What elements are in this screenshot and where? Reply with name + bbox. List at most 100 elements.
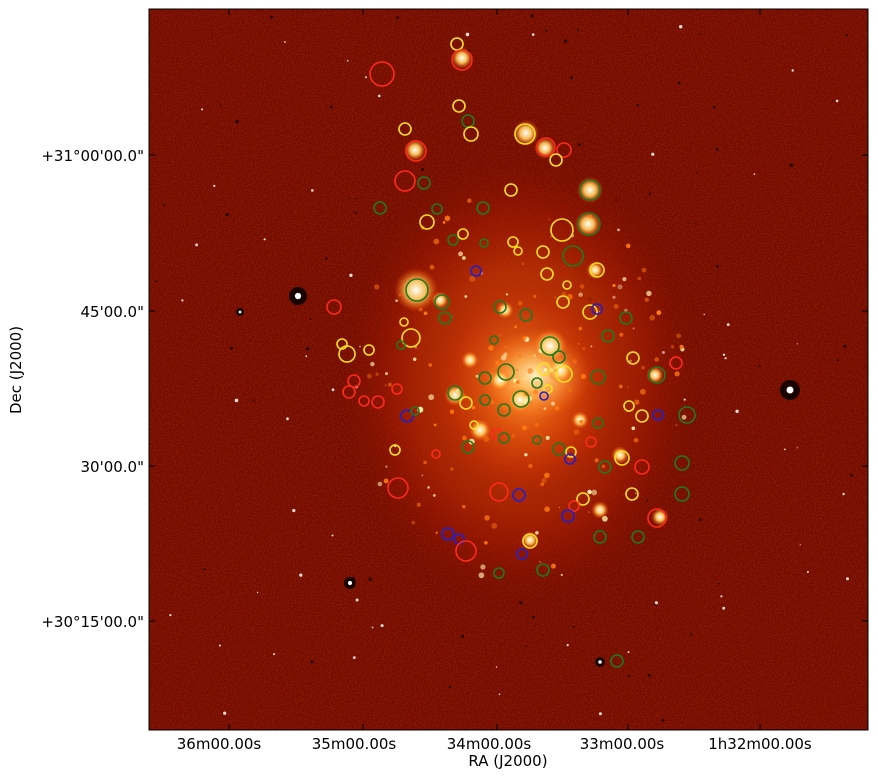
hii-speck bbox=[674, 371, 680, 377]
field-star bbox=[305, 355, 308, 358]
hii-speck bbox=[511, 434, 515, 438]
hii-speck bbox=[670, 345, 675, 349]
hii-speck bbox=[413, 357, 417, 361]
field-star bbox=[310, 660, 314, 664]
region-marker-circle bbox=[476, 201, 490, 215]
hii-speck bbox=[495, 360, 500, 365]
field-star bbox=[578, 143, 581, 146]
region-marker-circle bbox=[489, 482, 509, 502]
region-marker-circle bbox=[470, 265, 482, 277]
region-marker-circle bbox=[540, 336, 560, 356]
hii-speck bbox=[385, 372, 388, 376]
region-marker-circle bbox=[536, 563, 550, 577]
field-star bbox=[525, 645, 527, 648]
hii-speck bbox=[375, 372, 379, 376]
region-marker-circle bbox=[532, 435, 542, 445]
region-marker-circle bbox=[577, 212, 601, 236]
region-marker-circle bbox=[648, 366, 666, 384]
region-marker-circle bbox=[522, 533, 538, 549]
region-marker-circle bbox=[461, 440, 475, 454]
hii-speck bbox=[568, 388, 572, 393]
field-star bbox=[354, 211, 357, 214]
region-marker-circle bbox=[647, 508, 667, 528]
field-star bbox=[563, 39, 568, 43]
region-marker-circle bbox=[513, 246, 523, 256]
hii-speck bbox=[554, 405, 560, 411]
hii-speck bbox=[524, 453, 528, 457]
hii-speck bbox=[433, 423, 437, 427]
region-marker-circle bbox=[593, 530, 607, 544]
hii-speck bbox=[385, 465, 388, 468]
region-marker-circle bbox=[463, 126, 479, 142]
field-star bbox=[223, 711, 227, 715]
hii-speck bbox=[541, 477, 547, 483]
region-marker-circle bbox=[512, 488, 526, 502]
region-marker-circle bbox=[419, 214, 435, 230]
hii-speck bbox=[524, 396, 527, 399]
hii-speck bbox=[578, 292, 583, 297]
hii-speck bbox=[534, 422, 539, 427]
region-marker-circle bbox=[410, 406, 420, 416]
hii-speck bbox=[617, 284, 623, 290]
hii-speck bbox=[522, 335, 527, 341]
hii-speck bbox=[626, 386, 629, 389]
hii-speck bbox=[641, 267, 647, 273]
region-marker-circle bbox=[452, 99, 466, 113]
hii-speck bbox=[480, 564, 486, 570]
hii-knot bbox=[611, 446, 629, 464]
hii-knot bbox=[461, 351, 479, 369]
hii-speck bbox=[423, 460, 427, 465]
region-marker-circle bbox=[552, 350, 566, 364]
hii-speck bbox=[681, 414, 687, 420]
hii-speck bbox=[384, 384, 387, 387]
hii-speck bbox=[456, 388, 460, 392]
field-star bbox=[263, 238, 266, 241]
region-marker-circle bbox=[447, 234, 459, 246]
region-marker-circle bbox=[537, 362, 551, 376]
region-marker-circle bbox=[455, 540, 477, 562]
hii-knot bbox=[574, 210, 602, 238]
field-star bbox=[352, 656, 356, 659]
field-star bbox=[273, 653, 276, 656]
field-star bbox=[718, 582, 720, 585]
hii-speck bbox=[633, 437, 639, 443]
hii-speck bbox=[679, 344, 684, 350]
image-panel bbox=[149, 9, 868, 730]
region-marker-circle bbox=[631, 530, 645, 544]
field-star bbox=[460, 634, 464, 639]
region-marker-circle bbox=[674, 455, 690, 471]
x-tick-label: 33m00.00s bbox=[580, 735, 665, 753]
region-marker-circle bbox=[576, 492, 590, 506]
hii-speck bbox=[582, 347, 586, 351]
field-star bbox=[843, 344, 847, 348]
hii-speck bbox=[676, 333, 681, 339]
hii-speck bbox=[483, 436, 490, 442]
field-star bbox=[465, 32, 470, 37]
bright-star bbox=[347, 580, 353, 586]
hii-speck bbox=[475, 374, 479, 378]
region-marker-circle bbox=[447, 385, 463, 401]
x-tick-label: 36m00.00s bbox=[177, 735, 262, 753]
field-star bbox=[378, 94, 381, 98]
region-marker-circle bbox=[555, 365, 573, 383]
hii-speck bbox=[469, 275, 476, 282]
hii-speck bbox=[442, 221, 446, 224]
region-marker-circle bbox=[598, 460, 612, 474]
field-star bbox=[311, 189, 314, 192]
hii-speck bbox=[484, 515, 490, 521]
hii-speck bbox=[433, 238, 440, 245]
region-marker-circle bbox=[479, 238, 489, 248]
region-marker-circle bbox=[371, 395, 385, 409]
field-star bbox=[252, 399, 255, 402]
field-star bbox=[722, 353, 726, 356]
field-star bbox=[726, 323, 730, 326]
hii-speck bbox=[594, 458, 599, 463]
region-marker-circle bbox=[539, 391, 549, 401]
region-marker-circle bbox=[369, 61, 395, 87]
hii-speck bbox=[675, 424, 678, 427]
hii-speck bbox=[462, 505, 466, 509]
region-marker-circle bbox=[405, 140, 427, 162]
field-star bbox=[679, 25, 683, 29]
hii-speck bbox=[528, 463, 533, 469]
hii-speck bbox=[467, 198, 472, 203]
